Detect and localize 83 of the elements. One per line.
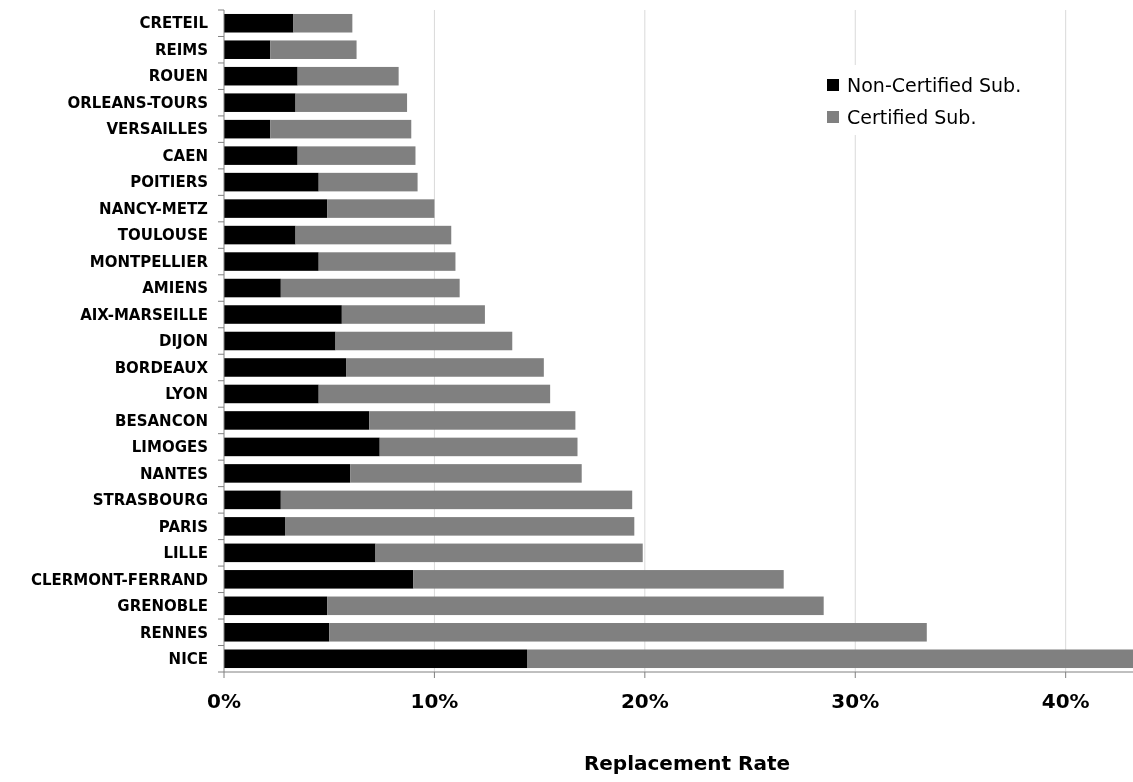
y-tick-label: TOULOUSE (117, 226, 208, 245)
bar (527, 649, 1133, 669)
y-tick-label: GRENOBLE (117, 597, 208, 616)
bar (224, 358, 347, 377)
bar (318, 172, 418, 192)
y-tick-label: AMIENS (142, 279, 208, 298)
y-tick-label: BESANCON (115, 411, 208, 430)
bar (327, 596, 824, 616)
y-tick-label: ROUEN (148, 67, 208, 86)
bar (295, 93, 408, 112)
y-tick-label: MONTPELLIER (89, 252, 209, 271)
bar (329, 623, 927, 642)
bar (346, 358, 544, 377)
x-axis-title: Replacement Rate (583, 751, 791, 775)
bar (224, 146, 298, 165)
y-tick-label: NANTES (140, 464, 208, 483)
y-tick-label: ORLEANS-TOURS (67, 93, 208, 112)
y-tick-label: POITIERS (130, 173, 208, 192)
bar (224, 172, 319, 192)
bar (413, 570, 784, 589)
y-tick-label: CRETEIL (139, 14, 209, 33)
bar (295, 225, 452, 245)
bar (280, 278, 460, 298)
y-tick-label: CLERMONT-FERRAND (30, 570, 208, 589)
bar (224, 278, 281, 298)
y-tick-label: AIX-MARSEILLE (80, 305, 208, 324)
y-tick-label: LIMOGES (131, 438, 208, 457)
bar (369, 411, 576, 430)
bar (379, 437, 578, 457)
y-tick-label: STRASBOURG (92, 491, 208, 510)
y-tick-label: LILLE (163, 544, 208, 563)
bar (224, 411, 370, 430)
bar (224, 225, 296, 245)
legend-label: Certified Sub. (847, 105, 977, 128)
bar (224, 649, 527, 669)
y-tick-label: VERSAILLES (106, 120, 208, 139)
bar (224, 119, 271, 139)
y-tick-label: NICE (168, 650, 208, 669)
x-tick-label: 40% (1041, 689, 1090, 713)
bar (318, 252, 456, 271)
bar (224, 40, 271, 59)
bar (285, 517, 635, 536)
bar (270, 119, 412, 139)
y-tick-label: PARIS (158, 517, 208, 536)
bar (224, 305, 342, 324)
x-tick-label: 30% (831, 689, 880, 713)
bar (350, 464, 582, 483)
legend-label: Non-Certified Sub. (847, 73, 1022, 96)
x-tick-label: 10% (410, 689, 459, 713)
y-tick-label: LYON (165, 385, 208, 404)
bar (224, 66, 298, 86)
bar (224, 437, 380, 457)
bar (224, 464, 351, 483)
bar (224, 517, 286, 536)
x-tick-label: 20% (620, 689, 669, 713)
bar (224, 13, 294, 33)
bar (335, 331, 513, 351)
x-tick-label: 0% (207, 689, 241, 713)
y-tick-label: CAEN (162, 146, 208, 165)
bar (280, 490, 633, 510)
bar (297, 66, 399, 86)
y-tick-label: BORDEAUX (114, 358, 209, 377)
y-tick-label: DIJON (159, 332, 208, 351)
y-tick-label: RENNES (140, 623, 208, 642)
bar (224, 596, 328, 616)
bar (297, 146, 416, 165)
bar (327, 199, 435, 218)
bar (293, 13, 353, 33)
y-tick-label: NANCY-METZ (99, 199, 209, 218)
bar (224, 543, 376, 563)
bar (224, 252, 319, 271)
bar (224, 93, 296, 112)
bar (224, 199, 328, 218)
bar (224, 623, 330, 642)
bar (224, 384, 319, 404)
bar (224, 331, 336, 351)
bar (318, 384, 551, 404)
bar (270, 40, 357, 59)
y-tick-label: REIMS (154, 40, 208, 59)
bar (341, 305, 485, 324)
bar (224, 490, 281, 510)
bar (375, 543, 643, 563)
bar (224, 570, 414, 589)
